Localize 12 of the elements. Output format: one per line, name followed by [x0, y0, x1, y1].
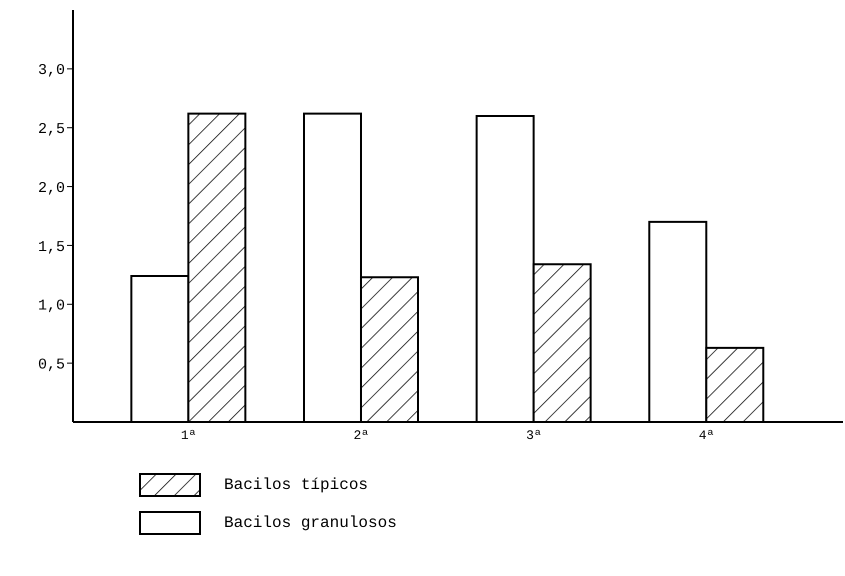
x-tick-label: 1ª — [180, 428, 196, 444]
legend-label: Bacilos granulosos — [224, 514, 397, 532]
y-tick-label: 0,5 — [38, 356, 65, 374]
x-tick-label: 3ª — [526, 428, 542, 444]
x-tick-label: 2ª — [354, 428, 370, 444]
y-tick-label: 3,0 — [38, 62, 65, 80]
y-tick-label: 2,5 — [38, 121, 65, 138]
y-tick-label: 1,0 — [38, 298, 65, 315]
y-tick-label: 2,0 — [38, 180, 65, 197]
y-tick-label: 1,5 — [38, 238, 65, 256]
x-tick-label: 4ª — [698, 428, 714, 444]
legend-label: Bacilos típicos — [224, 476, 368, 494]
